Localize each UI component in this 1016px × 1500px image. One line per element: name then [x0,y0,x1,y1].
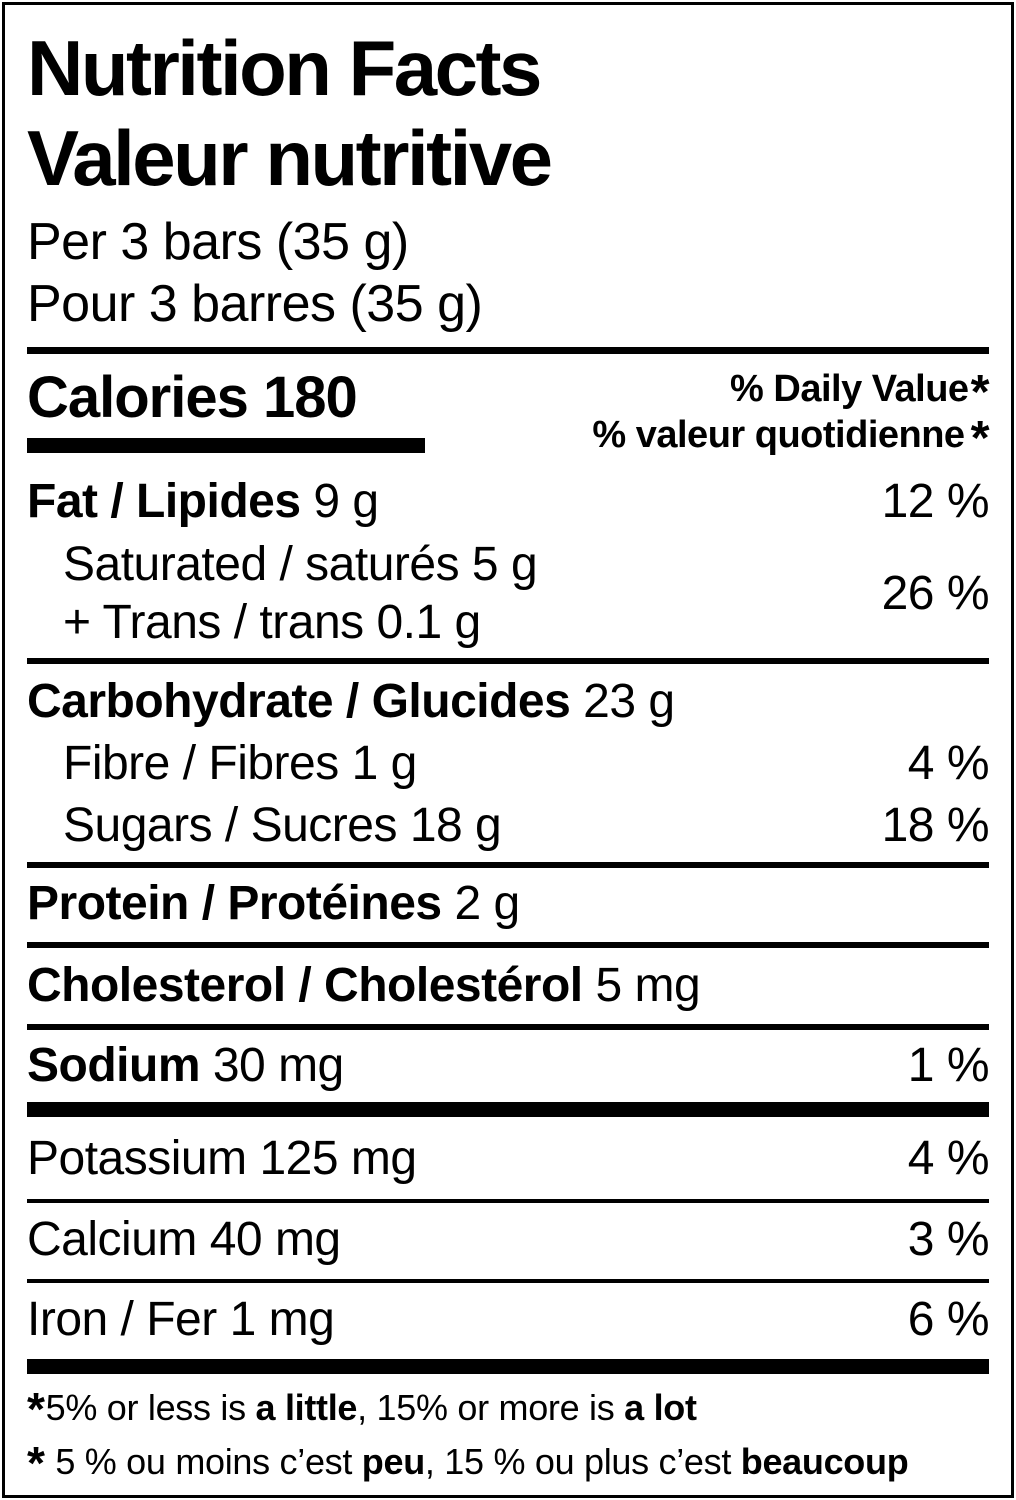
thick-divider [27,1102,989,1117]
nutrient-name-amount: Cholesterol / Cholestérol 5 mg [27,958,701,1014]
nutrient-name: Cholesterol / Cholestérol [27,959,583,1012]
nutrient-name-amount: Protein / Protéines 2 g [27,876,520,932]
nutrient-amount: 9 g [313,475,379,528]
nutrient-dv: 3 % [907,1213,990,1266]
nutrient-dv: 26 % [881,567,990,620]
footnote-text: 5% or less is [45,1387,256,1428]
section-divider [27,942,989,948]
nutrient-name: Iron / Fer [27,1293,217,1346]
nutrient-dv: 6 % [907,1293,990,1346]
nutrient-amount: 40 mg [209,1213,341,1266]
section-divider [27,1279,989,1283]
serving-divider [27,347,989,354]
nutrient-amount: 1 g [351,737,418,790]
nutrient-row-sodium: Sodium 30 mg 1 % [27,1038,990,1094]
nutrient-amount: 23 g [583,675,675,728]
nutrient-name-amount: Calcium 40 mg [27,1212,341,1268]
nutrient-name: Carbohydrate / Glucides [27,675,571,728]
thick-divider [27,1359,989,1374]
title-en: Nutrition Facts [27,24,542,112]
nutrient-row-saturated-trans: Saturated / saturés 5 g + Trans / trans … [27,536,990,652]
nutrient-name-amount: Fibre / Fibres 1 g [27,736,417,792]
nutrient-name: Sodium [27,1039,201,1092]
nutrient-name: Fibre / Fibres [63,737,339,790]
nutrient-amount: 5 mg [595,959,701,1012]
nutrient-row-cholesterol: Cholesterol / Cholestérol 5 mg [27,958,989,1014]
nutrient-name-amount: Iron / Fer 1 mg [27,1292,335,1348]
nutrient-amount: 1 mg [229,1293,335,1346]
daily-value-header: % Daily Value* % valeur quotidienne * [592,364,989,465]
footnote-text: 5 % ou moins c’est [45,1441,362,1482]
nutrient-name-amount: Saturated / saturés 5 g [27,536,538,594]
serving-size-en: Per 3 bars (35 g) [27,213,409,271]
nutrient-name-amount: Potassium 125 mg [27,1131,417,1187]
nutrient-row-calcium: Calcium 40 mg 3 % [27,1212,990,1268]
nutrient-row-sugars: Sugars / Sucres 18 g 18 % [27,798,990,854]
calories-value: 180 [263,365,358,430]
nutrient-amount: 2 g [454,877,520,930]
section-divider [27,1024,989,1030]
nutrient-dv: 12 % [881,475,990,528]
daily-value-header-en: % Daily Value* [730,364,989,419]
serving-size-fr: Pour 3 barres (35 g) [27,275,483,333]
nutrient-name: Saturated / saturés [63,538,460,591]
calories-underline [27,438,425,453]
nutrient-dv: 18 % [881,799,990,852]
nutrient-dv: 1 % [907,1039,990,1092]
section-divider [27,1199,989,1203]
nutrient-name: Sugars / Sucres [63,799,397,852]
footnote-bold: peu [361,1441,425,1482]
footnote-text: , 15 % ou plus c’est [424,1441,741,1482]
daily-value-text-en: % Daily Value [730,368,969,410]
nutrient-row-iron: Iron / Fer 1 mg 6 % [27,1292,990,1348]
daily-value-text-fr: % valeur quotidienne [592,414,965,456]
daily-value-header-fr: % valeur quotidienne * [592,410,989,465]
nutrient-name-amount: Sugars / Sucres 18 g [27,798,502,854]
nutrient-row-fibre: Fibre / Fibres 1 g 4 % [27,736,990,792]
nutrient-amount: 125 mg [259,1132,417,1185]
nutrient-name-amount: Fat / Lipides 9 g [27,474,379,530]
nutrient-name: Calcium [27,1213,197,1266]
nutrient-row-potassium: Potassium 125 mg 4 % [27,1131,990,1187]
footnote-en: *5% or less is a little, 15% or more is … [27,1382,697,1435]
nutrient-amount: 18 g [409,799,502,852]
nutrient-dv: 4 % [907,1132,990,1185]
calories-section: Calories 180 % Daily Value* % valeur quo… [27,364,990,465]
footnote-text: , 15% or more is [357,1387,625,1428]
nutrient-name-amount: + Trans / trans 0.1 g [27,594,537,652]
nutrient-name: Fat / Lipides [27,475,301,528]
footnote-bold: a lot [624,1387,697,1428]
calories-label: Calories [27,365,249,430]
footnote-fr: * 5 % ou moins c’est peu, 15 % ou plus c… [27,1436,909,1489]
section-divider [27,658,989,664]
nutrient-name: + Trans / trans [63,596,364,649]
title-fr: Valeur nutritive [27,114,553,202]
nutrient-amount: 5 g [471,538,538,591]
nutrient-name: Potassium [27,1132,247,1185]
nutrient-row-carbohydrate: Carbohydrate / Glucides 23 g [27,674,989,730]
nutrient-name-amount: Sodium 30 mg [27,1038,344,1094]
nutrient-name-amount: Carbohydrate / Glucides 23 g [27,674,675,730]
footnote-bold: beaucoup [740,1441,909,1482]
footnote-bold: a little [255,1387,358,1428]
nutrient-amount: 30 mg [212,1039,344,1092]
nutrient-name: Protein / Protéines [27,877,442,930]
nutrient-amount: 0.1 g [376,596,481,649]
section-divider [27,862,989,868]
nutrient-dv: 4 % [907,737,990,790]
nutrient-row-fat: Fat / Lipides 9 g 12 % [27,474,990,530]
nutrient-row-protein: Protein / Protéines 2 g [27,876,989,932]
